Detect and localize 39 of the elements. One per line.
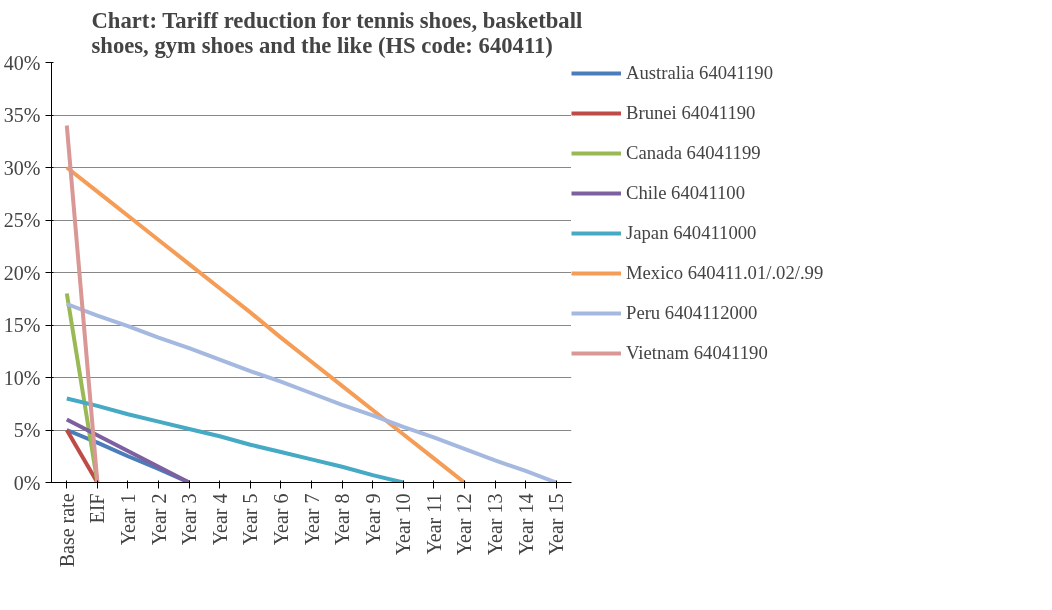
x-tick-label: Year 4	[208, 493, 231, 546]
legend-label: Mexico 640411.01/.02/.99	[626, 262, 824, 284]
x-tick-label: Year 14	[514, 493, 537, 556]
x-tick-label: Year 3	[178, 493, 201, 546]
x-tick-label: Year 13	[484, 493, 507, 556]
x-tick-label: Year 8	[331, 493, 354, 546]
x-tick-label: Year 2	[147, 493, 170, 546]
x-tick-label: Year 7	[300, 493, 323, 546]
legend-label: Japan 640411000	[626, 222, 757, 244]
line-series	[64, 165, 467, 483]
y-tick-label: 10%	[3, 366, 41, 389]
x-tick-label: Year 10	[392, 493, 415, 556]
y-tick-label: 25%	[3, 209, 41, 231]
x-tick-label: Base rate	[55, 493, 78, 568]
y-tick-label: 15%	[3, 314, 41, 336]
x-tick-label: Year 5	[239, 493, 262, 546]
line-series	[64, 302, 559, 483]
x-tick-label: Year 1	[116, 493, 139, 546]
legend-label: Vietnam 64041190	[626, 342, 768, 364]
x-tick-label: EIF	[86, 493, 109, 524]
y-tick-label: 30%	[3, 156, 41, 179]
legend-label: Peru 6404112000	[626, 302, 758, 324]
legend-label: Australia 64041190	[626, 62, 773, 84]
legend-label: Brunei 64041190	[626, 102, 756, 124]
y-tick-label: 20%	[3, 261, 41, 284]
x-tick-label: Year 12	[453, 493, 476, 556]
x-tick-label: Year 15	[545, 493, 568, 556]
y-tick-label: 40%	[3, 51, 41, 74]
x-tick-label: Year 9	[361, 493, 384, 546]
chart-title: Chart: Tariff reduction for tennis shoes, basketball shoes, gym shoes and the like (HS code: 640411)	[91, 7, 583, 58]
y-tick-label: 5%	[13, 419, 41, 441]
x-tick-label: Year 11	[422, 493, 445, 555]
line-series	[64, 417, 192, 483]
legend-label: Chile 64041100	[626, 182, 746, 204]
line-series	[64, 396, 406, 483]
y-tick-label: 35%	[3, 104, 41, 126]
y-tick-label: 0%	[13, 471, 41, 494]
legend-label: Canada 64041199	[626, 142, 761, 164]
x-tick-label: Year 6	[269, 493, 292, 546]
